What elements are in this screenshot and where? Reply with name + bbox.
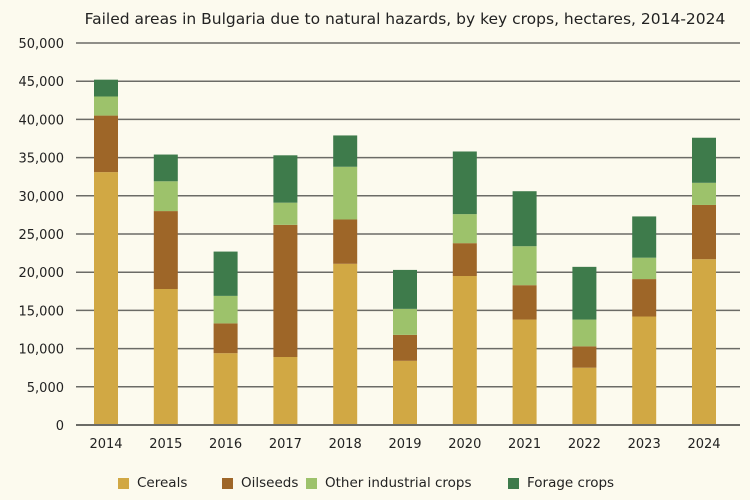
- bar-segment: [632, 316, 657, 425]
- bar-segment: [692, 204, 716, 260]
- bar-segment: [632, 279, 657, 317]
- bar-segment: [393, 308, 417, 335]
- bar-segment: [512, 319, 537, 425]
- x-tick-label: 2024: [687, 437, 720, 452]
- x-tick-label: 2014: [89, 437, 122, 452]
- y-tick-label: 45,000: [19, 75, 65, 90]
- x-tick-label: 2018: [329, 437, 362, 452]
- bar-segment: [213, 323, 238, 354]
- bar-segment: [94, 115, 118, 173]
- y-tick-label: 15,000: [19, 304, 65, 319]
- bar-segment: [273, 155, 298, 203]
- legend-swatch-forage: [508, 477, 519, 489]
- legend-label: Other industrial crops: [325, 475, 472, 491]
- bar-segment: [512, 191, 537, 247]
- legend-swatch-other-industrial: [306, 477, 317, 489]
- legend-item-forage: Forage crops: [508, 475, 614, 491]
- bar-segment: [273, 357, 298, 425]
- bar-segment: [452, 151, 477, 215]
- bar-segment: [333, 166, 358, 220]
- bar-segment: [572, 367, 597, 425]
- stacked-bar-chart: 0 5,000 10,000 15,000 20,000 25,000 30,000 35,0…: [19, 37, 740, 452]
- y-tick-label: 35,000: [19, 152, 65, 167]
- bar-segment: [273, 224, 298, 358]
- y-tick-label: 10,000: [19, 343, 65, 358]
- x-tick-label: 2015: [149, 437, 182, 452]
- bar-segment: [512, 285, 537, 320]
- bar-segment: [692, 137, 716, 183]
- bar-segment: [452, 243, 477, 277]
- bar-segment: [632, 216, 657, 258]
- y-tick-label: 20,000: [19, 266, 65, 281]
- bar-segment: [94, 79, 118, 97]
- bar-segment: [632, 257, 657, 280]
- bar-segment: [572, 319, 597, 347]
- legend-swatch-oilseeds: [222, 477, 233, 489]
- bar-segment: [213, 353, 238, 425]
- x-tick-label: 2022: [568, 437, 601, 452]
- y-tick-label: 30,000: [19, 190, 65, 205]
- chart-title: Failed areas in Bulgaria due to natural …: [84, 10, 726, 28]
- bar-segment: [94, 172, 118, 425]
- y-tick-label: 40,000: [19, 113, 65, 128]
- bar-segment: [393, 269, 417, 309]
- legend-swatch-cereals: [118, 477, 129, 489]
- legend-item-cereals: Cereals: [118, 475, 187, 491]
- bar-segment: [393, 360, 417, 425]
- legend: Cereals Oilseeds Other industrial crops …: [0, 475, 750, 495]
- bar-segment: [153, 154, 178, 182]
- bar-segment: [94, 96, 118, 116]
- bar-segment: [153, 211, 178, 290]
- bar-segment: [692, 182, 716, 205]
- bar-segment: [333, 135, 358, 167]
- legend-label: Cereals: [137, 475, 188, 491]
- x-tick-label: 2020: [448, 437, 481, 452]
- bar-segment: [452, 214, 477, 244]
- x-tick-label: 2019: [388, 437, 421, 452]
- legend-label: Forage crops: [527, 475, 615, 491]
- y-tick-label: 5,000: [27, 381, 64, 396]
- bar-segment: [452, 276, 477, 425]
- bar-segment: [333, 263, 358, 425]
- bar-segment: [213, 251, 238, 296]
- bar-segment: [692, 259, 716, 425]
- bar-segment: [572, 266, 597, 320]
- bar-segment: [153, 289, 178, 425]
- legend-item-oilseeds: Oilseeds: [222, 475, 298, 491]
- y-tick-label: 25,000: [19, 228, 65, 243]
- x-tick-label: 2023: [628, 437, 661, 452]
- bar-segment: [213, 295, 238, 324]
- y-tick-label: 50,000: [19, 37, 65, 52]
- legend-item-other-industrial: Other industrial crops: [306, 475, 472, 491]
- y-tick-label: 0: [56, 419, 64, 434]
- bar-segment: [333, 219, 358, 264]
- bar-segment: [393, 334, 417, 361]
- bar-segment: [512, 246, 537, 286]
- x-tick-label: 2021: [508, 437, 541, 452]
- bar-segment: [153, 181, 178, 212]
- x-tick-label: 2017: [269, 437, 302, 452]
- x-tick-label: 2016: [209, 437, 242, 452]
- bar-segment: [273, 202, 298, 225]
- legend-label: Oilseeds: [241, 475, 299, 491]
- bar-segment: [572, 346, 597, 368]
